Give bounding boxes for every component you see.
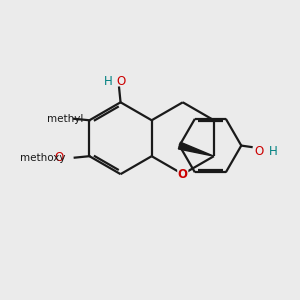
- Text: O: O: [54, 151, 63, 164]
- Text: methyl: methyl: [46, 114, 83, 124]
- Text: H: H: [268, 145, 277, 158]
- Text: O: O: [254, 145, 264, 158]
- Polygon shape: [178, 142, 214, 156]
- Text: methoxy: methoxy: [20, 153, 65, 163]
- Text: O: O: [117, 75, 126, 88]
- Text: O: O: [178, 168, 188, 181]
- Text: H: H: [103, 75, 112, 88]
